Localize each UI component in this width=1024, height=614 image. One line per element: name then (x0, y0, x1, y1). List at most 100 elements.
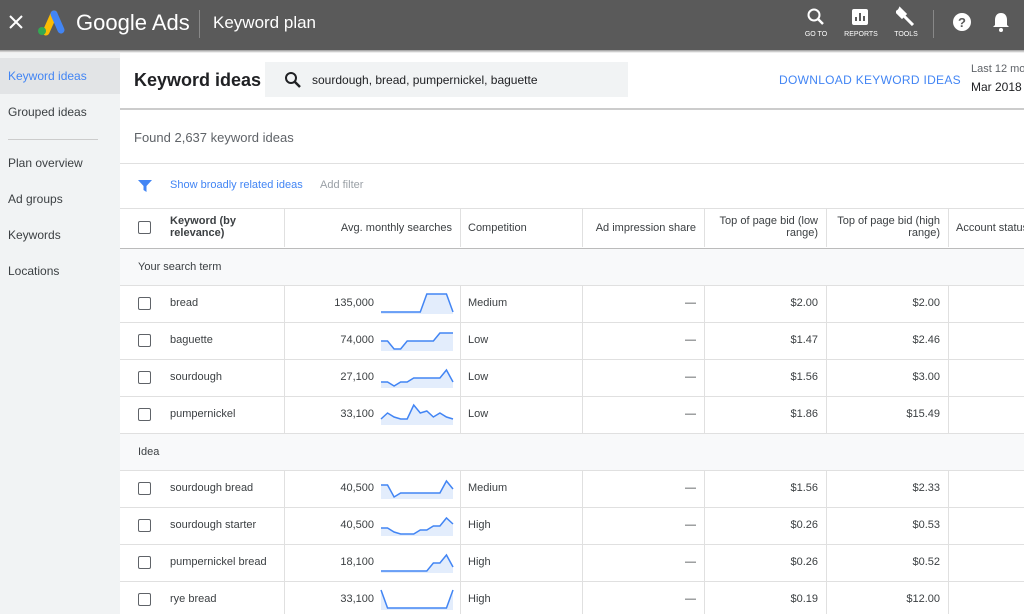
trend-area (381, 555, 453, 573)
tools-icon[interactable] (896, 6, 916, 26)
bid-low: $1.56 (790, 371, 818, 383)
search-icon[interactable] (806, 7, 826, 27)
checkbox[interactable] (138, 371, 151, 384)
bid-high: $0.53 (912, 519, 940, 531)
action-label[interactable]: TOOLS (894, 31, 918, 38)
notifications-icon[interactable] (991, 11, 1011, 33)
help-icon[interactable]: ? (952, 12, 972, 32)
divider (8, 139, 98, 140)
date-range-label: Last 12 mo (971, 63, 1024, 75)
close-icon[interactable] (8, 14, 24, 30)
column-divider (582, 397, 583, 433)
nav-item[interactable]: Plan overview (8, 156, 83, 170)
ads-logo (38, 10, 65, 36)
column-divider (948, 286, 949, 322)
column-divider (948, 582, 949, 614)
column-divider (704, 582, 705, 614)
keyword: pumpernickel (170, 408, 236, 420)
checkbox[interactable] (138, 334, 151, 347)
trend-line (381, 368, 454, 387)
column-divider (826, 360, 827, 396)
column-header[interactable]: Account status (956, 222, 1024, 234)
column-divider (826, 545, 827, 581)
checkbox[interactable] (138, 519, 151, 532)
trend-line (380, 589, 454, 609)
column-header[interactable]: Avg. monthly searches (340, 222, 452, 234)
nav-item[interactable]: Keywords (8, 228, 61, 242)
column-divider (284, 582, 285, 614)
column-divider (582, 360, 583, 396)
searches: 33,100 (340, 593, 374, 605)
bid-low: $1.86 (790, 408, 818, 420)
column-divider (948, 545, 949, 581)
action-label[interactable]: REPORTS (844, 31, 878, 38)
group-label: Idea (138, 446, 160, 458)
column-header[interactable]: Ad impression share (595, 222, 696, 234)
nav-item[interactable]: Grouped ideas (8, 105, 87, 119)
nav-item[interactable]: Locations (8, 264, 60, 278)
column-header[interactable]: Top of page bid (low range) (719, 215, 818, 239)
bid-low: $1.47 (790, 334, 818, 346)
column-divider (460, 582, 461, 614)
checkbox[interactable] (138, 482, 151, 495)
keyword: pumpernickel bread (170, 556, 267, 568)
nav-item[interactable]: Keyword ideas (8, 69, 87, 83)
impression-share: — (685, 593, 696, 605)
competition: Medium (468, 297, 508, 309)
add-filter[interactable]: Add filter (320, 179, 364, 191)
reports-icon[interactable] (851, 8, 869, 26)
related-toggle[interactable]: Show broadly related ideas (170, 179, 303, 191)
checkbox[interactable] (138, 593, 151, 606)
column-divider (284, 323, 285, 359)
column-header[interactable]: Keyword (by relevance) (170, 215, 237, 239)
bid-high: $2.33 (912, 482, 940, 494)
row (120, 360, 1024, 397)
trend-line (381, 479, 454, 499)
column-divider (826, 397, 827, 433)
column-divider (460, 360, 461, 396)
search-icon (285, 72, 301, 88)
bid-low: $2.00 (790, 297, 818, 309)
top-bar (0, 0, 1024, 50)
trend-area (381, 590, 453, 610)
trend-line (381, 553, 454, 572)
column-divider (460, 208, 461, 247)
searches: 40,500 (340, 482, 374, 494)
keyword: rye bread (170, 593, 217, 605)
column-divider (704, 286, 705, 322)
column-header[interactable]: Top of page bid (high range) (837, 215, 940, 239)
bid-low: $0.26 (790, 519, 818, 531)
column-divider (460, 508, 461, 544)
trend-sparkline (381, 553, 454, 573)
nav-item[interactable]: Ad groups (8, 192, 63, 206)
checkbox[interactable] (138, 221, 151, 234)
search-query[interactable]: sourdough, bread, pumpernickel, baguette (312, 73, 538, 87)
row (120, 323, 1024, 360)
shadow (0, 50, 1024, 53)
checkbox[interactable] (138, 556, 151, 569)
date-range[interactable]: Mar 2018 (971, 80, 1022, 94)
bid-high: $0.52 (912, 556, 940, 568)
search-box[interactable] (265, 62, 628, 97)
filter-icon[interactable] (137, 178, 153, 194)
download-button[interactable]: DOWNLOAD KEYWORD IDEAS (779, 73, 961, 87)
trend-line (381, 332, 453, 350)
row (120, 471, 1024, 508)
searches: 40,500 (340, 519, 374, 531)
column-header[interactable]: Competition (468, 222, 527, 234)
competition: High (468, 519, 491, 531)
checkbox[interactable] (138, 408, 151, 421)
column-divider (582, 286, 583, 322)
column-divider (826, 323, 827, 359)
checkbox[interactable] (138, 297, 151, 310)
searches: 135,000 (334, 297, 374, 309)
column-divider (582, 582, 583, 614)
action-label[interactable]: GO TO (804, 31, 828, 38)
keyword: sourdough starter (170, 519, 257, 531)
column-divider (582, 323, 583, 359)
column-divider (826, 208, 827, 247)
searches: 18,100 (340, 556, 374, 568)
column-divider (284, 545, 285, 581)
column-divider (460, 286, 461, 322)
bid-low: $0.26 (790, 556, 818, 568)
